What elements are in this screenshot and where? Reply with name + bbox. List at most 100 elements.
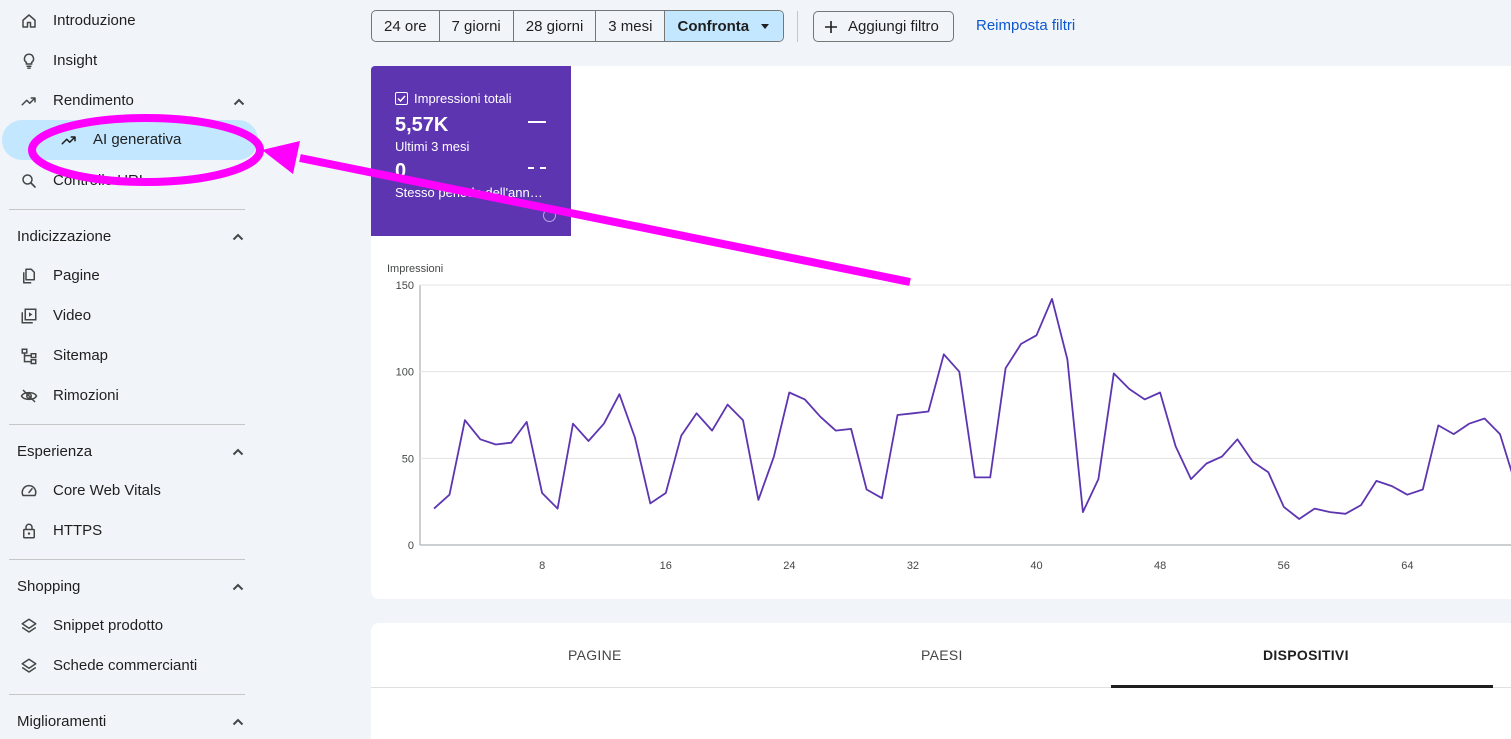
trending-up-icon xyxy=(21,97,36,106)
metric-checkbox[interactable] xyxy=(395,92,408,105)
chevron-up-icon xyxy=(232,583,244,591)
sidebar-divider xyxy=(9,694,245,695)
metric-compare-value: 0 xyxy=(395,160,407,182)
pages-icon xyxy=(23,268,35,284)
x-tick-label: 40 xyxy=(1030,560,1042,572)
sidebar-item-label: Controllo URL xyxy=(53,172,148,189)
sidebar-divider xyxy=(9,209,245,210)
section-title: Miglioramenti xyxy=(17,713,107,730)
chevron-up-icon xyxy=(232,233,244,241)
x-tick-label: 16 xyxy=(660,560,672,572)
dashed-line-legend xyxy=(528,167,546,169)
eye-off-icon xyxy=(20,389,38,403)
sidebar-item-sitemap[interactable]: Sitemap xyxy=(0,336,262,376)
y-axis-label: Impressioni xyxy=(387,263,443,275)
sidebar-item-rendimento[interactable]: Rendimento xyxy=(0,81,262,121)
chevron-up-icon xyxy=(232,718,244,726)
x-tick-label: 24 xyxy=(783,560,795,572)
sidebar-item-label: Pagine xyxy=(53,267,100,284)
x-tick-label: 32 xyxy=(907,560,919,572)
metric-value: 5,57K xyxy=(395,114,449,136)
tabs-divider xyxy=(371,687,1511,688)
section-header-esperienza[interactable]: Esperienza xyxy=(17,441,247,465)
video-icon xyxy=(21,308,37,324)
caret-down-icon xyxy=(761,23,770,29)
sidebar-item-schede-commercianti[interactable]: Schede commercianti xyxy=(0,646,262,686)
x-tick-label: 48 xyxy=(1154,560,1166,572)
y-tick-label: 50 xyxy=(402,453,414,465)
sidebar-item-rimozioni[interactable]: Rimozioni xyxy=(0,376,262,416)
tab-pagine[interactable]: PAGINE xyxy=(568,647,622,663)
chevron-up-icon[interactable] xyxy=(232,95,246,109)
sidebar-item-label: Rendimento xyxy=(53,92,134,109)
section-title: Esperienza xyxy=(17,443,93,460)
sidebar-item-label: Rimozioni xyxy=(53,387,119,404)
active-tab-indicator xyxy=(1111,685,1493,688)
tab-dispositivi[interactable]: DISPOSITIVI xyxy=(1263,647,1349,663)
annotation-arrow-head xyxy=(262,141,300,174)
sidebar-divider xyxy=(9,424,245,425)
toolbar-divider xyxy=(797,11,798,42)
x-tick-label: 56 xyxy=(1278,560,1290,572)
add-filter-label: Aggiungi filtro xyxy=(848,18,939,35)
sidebar-item-core-web-vitals[interactable]: Core Web Vitals xyxy=(0,471,262,511)
metric-compare-period: Stesso periodo dell'anno... xyxy=(395,185,547,200)
sidebar-item-ai-generativa[interactable]: AI generativa xyxy=(2,120,258,160)
sidebar-item-label: Schede commercianti xyxy=(53,657,198,674)
check-icon xyxy=(397,95,406,103)
layers-icon xyxy=(21,658,37,673)
sidebar-item-controllo-url[interactable]: Controllo URL xyxy=(0,161,262,201)
section-title: Shopping xyxy=(17,578,81,595)
x-tick-label: 8 xyxy=(539,560,545,572)
section-header-indicizzazione[interactable]: Indicizzazione xyxy=(17,226,247,250)
sidebar-item-label: Core Web Vitals xyxy=(53,482,161,499)
sidebar-divider xyxy=(9,559,245,560)
sidebar-item-snippet-prodotto[interactable]: Snippet prodotto xyxy=(0,606,262,646)
metric-card-impressions[interactable]: Impressioni totali 5,57K Ultimi 3 mesi 0… xyxy=(371,66,571,236)
sitemap-icon xyxy=(21,348,37,365)
solid-line-legend xyxy=(528,121,546,123)
tab-paesi[interactable]: PAESI xyxy=(921,647,963,663)
speedometer-icon xyxy=(21,484,37,497)
sidebar-item-https[interactable]: HTTPS xyxy=(0,511,262,551)
impressions-chart: Impressioni 0 50 100 150 8 16 24 32 40 48 56 64 xyxy=(387,263,1511,572)
section-header-shopping[interactable]: Shopping xyxy=(17,576,247,600)
home-icon xyxy=(22,14,36,28)
date-range-selector: 24 ore 7 giorni 28 giorni 3 mesi Confron… xyxy=(371,10,785,42)
help-icon[interactable] xyxy=(543,209,556,222)
layers-icon xyxy=(21,618,37,633)
compare-label: Confronta xyxy=(677,17,750,35)
sidebar-item-label: HTTPS xyxy=(53,522,103,539)
range-3m-button[interactable]: 3 mesi xyxy=(596,11,666,41)
range-28d-button[interactable]: 28 giorni xyxy=(514,11,597,41)
y-tick-label: 100 xyxy=(396,367,414,379)
sidebar-item-label: Introduzione xyxy=(53,12,136,29)
sidebar-item-insight[interactable]: Insight xyxy=(0,41,262,81)
sidebar-item-label: Video xyxy=(53,307,92,324)
sidebar: Introduzione Insight Rendimento AI gener… xyxy=(0,0,262,739)
sidebar-item-introduzione[interactable]: Introduzione xyxy=(0,1,262,41)
range-7d-button[interactable]: 7 giorni xyxy=(440,11,514,41)
sidebar-item-pagine[interactable]: Pagine xyxy=(0,256,262,296)
sidebar-item-label: Snippet prodotto xyxy=(53,617,164,634)
reset-filters-link[interactable]: Reimposta filtri xyxy=(976,17,1076,34)
sidebar-item-video[interactable]: Video xyxy=(0,296,262,336)
y-tick-label: 150 xyxy=(396,280,414,292)
section-title: Indicizzazione xyxy=(17,228,112,245)
plus-icon xyxy=(825,20,837,33)
y-tick-label: 0 xyxy=(408,540,414,552)
series-line xyxy=(433,298,1511,520)
section-header-miglioramenti[interactable]: Miglioramenti xyxy=(17,711,247,735)
lock-icon xyxy=(23,523,35,539)
metric-title: Impressioni totali xyxy=(414,91,512,106)
range-24h-button[interactable]: 24 ore xyxy=(372,11,440,41)
sidebar-item-label: Sitemap xyxy=(53,347,109,364)
sidebar-item-label: AI generativa xyxy=(93,131,182,148)
compare-dropdown[interactable]: Confronta xyxy=(665,11,784,41)
x-tick-label: 64 xyxy=(1401,560,1413,572)
sidebar-item-label: Insight xyxy=(53,52,98,69)
search-icon xyxy=(22,174,36,188)
chevron-up-icon xyxy=(232,448,244,456)
tabs-card: PAGINE PAESI DISPOSITIVI xyxy=(371,623,1511,739)
add-filter-button[interactable]: Aggiungi filtro xyxy=(813,11,954,42)
